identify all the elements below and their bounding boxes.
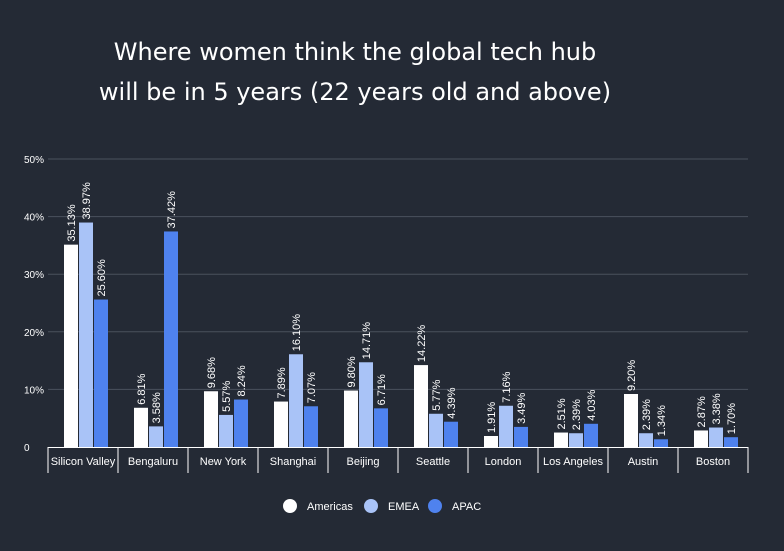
data-label: 9.80% [346,356,358,387]
y-tick-label: 20% [24,328,44,339]
x-tick-label: Austin [628,456,659,468]
legend-label: APAC [452,501,481,513]
data-label: 7.07% [306,372,318,403]
y-tick-label: 0 [24,443,30,454]
x-tick-label: Silicon Valley [51,456,116,468]
data-label: 1.34% [656,405,668,436]
data-label: 2.87% [696,396,708,427]
data-label: 6.81% [136,373,148,404]
x-tick-label: New York [200,456,247,468]
data-label: 7.16% [501,371,513,402]
bar [204,391,218,447]
data-label: 16.10% [291,314,303,352]
y-tick-label: 40% [24,213,44,224]
bar [274,401,288,447]
bar [624,394,638,447]
x-tick-label: Seattle [416,456,450,468]
bar [234,399,248,447]
grid-lines [48,158,748,390]
bar [289,354,303,447]
y-axis-ticks: 0 10% 20% 30% 40% 50% [24,155,44,454]
x-tick-label: Boston [696,456,730,468]
legend-label: Americas [307,501,353,513]
data-label: 3.49% [516,392,528,423]
bar [359,362,373,447]
bar [79,222,93,447]
bar [134,407,148,447]
bar [374,408,388,447]
legend-marker [283,499,297,513]
bar [709,427,723,447]
bar [584,423,598,447]
x-tick-label: Beijing [346,456,379,468]
x-tick-label: London [485,456,522,468]
x-axis: Silicon Valley Bengaluru New York Shanghai B… [47,447,749,473]
bar [444,421,458,447]
data-label: 9.68% [206,357,218,388]
data-label: 7.89% [276,367,288,398]
bar [94,299,108,447]
bar [639,433,653,447]
bar [304,406,318,447]
data-label: 5.57% [221,381,233,412]
data-label: 37.42% [166,191,178,229]
bar [514,426,528,447]
bar [64,244,78,447]
bar [484,435,498,447]
data-label: 3.38% [711,393,723,424]
data-label: 35.13% [66,204,78,242]
bar [654,439,668,447]
legend-marker [428,499,442,513]
y-tick-label: 30% [24,270,44,281]
bar [724,437,738,447]
bar [149,426,163,447]
y-tick-label: 50% [24,155,44,166]
bar [414,365,428,447]
legend: Americas EMEA APAC [283,499,481,513]
bars [64,222,738,447]
chart-title-line-2: will be in 5 years (22 years old and abo… [99,78,611,106]
bar [164,231,178,447]
data-label: 1.91% [486,402,498,433]
data-label: 2.51% [556,398,568,429]
data-label: 14.22% [416,325,428,363]
bar [554,432,568,447]
bar [219,414,233,447]
legend-marker [364,499,378,513]
data-label: 2.39% [571,399,583,430]
data-label: 4.39% [446,387,458,418]
legend-label: EMEA [388,501,420,513]
data-label: 4.03% [586,389,598,420]
bar [499,405,513,447]
x-tick-label: Shanghai [270,456,317,468]
data-label: 2.39% [641,399,653,430]
y-tick-label: 10% [24,385,44,396]
data-label: 8.24% [236,365,248,396]
data-label: 5.77% [431,379,443,410]
bar [429,413,443,447]
bar [569,433,583,447]
bar [344,390,358,447]
data-labels: 35.13%38.97%25.60%6.81%3.58%37.42%9.68%5… [66,182,738,436]
data-label: 3.58% [151,392,163,423]
data-label: 14.71% [361,322,373,360]
data-label: 6.71% [376,374,388,405]
chart-title-line-1: Where women think the global tech hub [114,38,596,66]
data-label: 38.97% [81,182,93,220]
data-label: 9.20% [626,360,638,391]
x-tick-label: Bengaluru [128,456,178,468]
data-label: 25.60% [96,259,108,297]
data-label: 1.70% [726,403,738,434]
bar [694,430,708,447]
x-tick-label: Los Angeles [543,456,603,468]
